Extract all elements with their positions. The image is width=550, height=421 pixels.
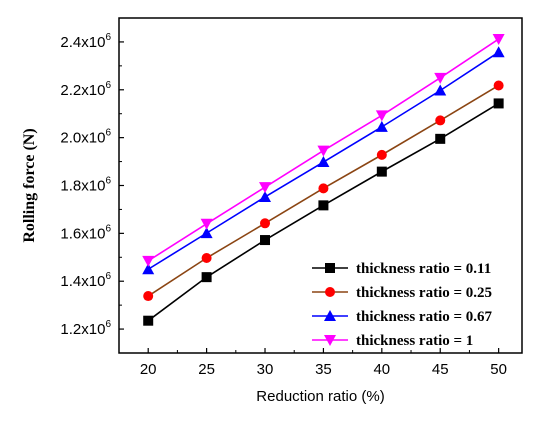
- data-point: [376, 149, 387, 160]
- legend-item: thickness ratio = 1: [312, 333, 473, 349]
- axes: 20 25 30 35 40 45 50 1.2x106 1.4x106 1.6x106 1.8x1…: [60, 17, 523, 378]
- data-point: [375, 120, 388, 132]
- y-tick-label: 1.2x106: [60, 319, 111, 338]
- data-point: [317, 156, 330, 168]
- series-4: [142, 34, 505, 267]
- data-point: [260, 218, 271, 229]
- legend-marker: [325, 287, 335, 297]
- data-point: [143, 315, 154, 326]
- data-point: [375, 110, 388, 122]
- legend-item: thickness ratio = 0.11: [312, 261, 491, 277]
- data-point: [142, 255, 155, 267]
- x-tick-label: 35: [315, 361, 332, 378]
- data-point: [376, 166, 387, 177]
- x-tick-label: 30: [257, 361, 274, 378]
- legend-marker: [324, 310, 336, 321]
- x-axis-title: Reduction ratio (%): [256, 388, 384, 405]
- data-point: [493, 98, 504, 109]
- data-point: [142, 263, 155, 275]
- y-tick-label: 1.4x106: [60, 271, 111, 290]
- data-point: [260, 235, 271, 246]
- data-point: [201, 272, 212, 283]
- data-point: [492, 34, 505, 46]
- x-tick-label: 45: [432, 361, 449, 378]
- data-point: [259, 190, 272, 202]
- y-tick-label: 2.0x106: [60, 128, 111, 147]
- series-2: [143, 80, 504, 302]
- y-axis-title: Rolling force (N): [21, 128, 38, 242]
- y-tick-label: 1.8x106: [60, 176, 111, 195]
- data-point: [143, 291, 154, 302]
- data-point: [317, 145, 330, 157]
- data-point: [492, 46, 505, 58]
- x-tick-label: 25: [198, 361, 215, 378]
- y-tick-label: 2.2x106: [60, 80, 111, 99]
- series-group: [142, 34, 505, 326]
- data-point: [435, 115, 446, 126]
- data-point: [493, 80, 504, 91]
- data-point: [200, 218, 213, 230]
- y-tick-label: 1.6x106: [60, 223, 111, 242]
- legend-label: thickness ratio = 0.67: [356, 309, 493, 325]
- data-point: [435, 133, 446, 144]
- data-point: [434, 84, 447, 96]
- data-point: [259, 182, 272, 194]
- y-tick-label: 2.4x106: [60, 32, 111, 51]
- data-point: [318, 200, 329, 211]
- data-point: [318, 183, 329, 194]
- x-tick-label: 50: [490, 361, 507, 378]
- data-point: [201, 253, 212, 264]
- legend-item: thickness ratio = 0.67: [312, 309, 493, 325]
- series-3: [142, 46, 505, 275]
- series-1: [143, 98, 504, 326]
- legend-marker: [324, 335, 336, 346]
- data-point: [434, 72, 447, 84]
- x-tick-label: 20: [140, 361, 157, 378]
- legend-item: thickness ratio = 0.25: [312, 285, 492, 301]
- x-tick-label: 40: [373, 361, 390, 378]
- legend-label: thickness ratio = 0.11: [356, 261, 491, 277]
- legend-marker: [325, 263, 335, 273]
- legend-label: thickness ratio = 1: [356, 333, 473, 349]
- data-point: [200, 227, 213, 239]
- legend-label: thickness ratio = 0.25: [356, 285, 492, 301]
- legend: thickness ratio = 0.11 thickness ratio = …: [312, 261, 493, 349]
